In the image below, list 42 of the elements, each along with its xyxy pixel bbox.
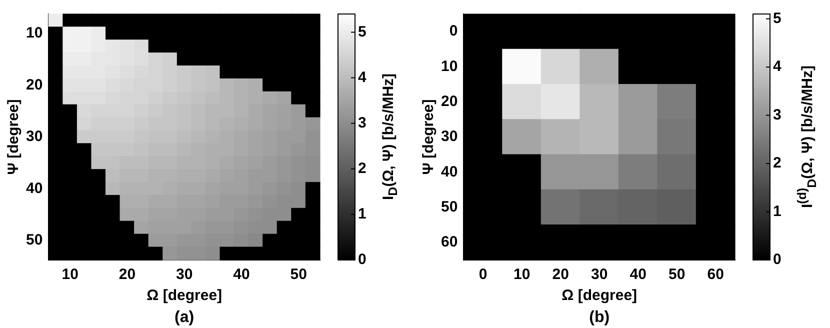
x-tick-label: 50: [290, 266, 307, 284]
y-tick-label: 50: [440, 198, 458, 216]
x-tick-label: 10: [513, 266, 530, 284]
color-bar-label: 1: [358, 206, 366, 223]
y-tick-label: 30: [26, 128, 43, 146]
text: (b): [589, 309, 610, 326]
y-tick-label: 20: [440, 93, 458, 110]
x-tick-label: 30: [591, 266, 608, 284]
color-bar-label: 2: [358, 160, 366, 178]
x-tick-label: 40: [233, 266, 250, 284]
x-tick-label: 20: [552, 266, 569, 284]
color-bar-label: 3: [358, 114, 366, 132]
y-tick-label: 20: [26, 76, 43, 94]
x-tick-label: 20: [118, 266, 136, 284]
color-bar-label: 4: [773, 58, 782, 76]
color-bar-label: 2: [773, 154, 782, 172]
x-tick-label: 10: [62, 266, 78, 284]
y-axis-title: Ψ [degree]: [420, 99, 438, 175]
x-tick-label: 50: [668, 266, 686, 284]
x-axis-title: Ω [degree]: [146, 287, 222, 304]
y-tick-label: 40: [440, 163, 458, 180]
y-axis-title: Ψ [degree]: [5, 99, 22, 175]
color-bar-label: 0: [773, 251, 782, 268]
x-tick-label: 60: [707, 266, 724, 284]
x-axis-title: Ω [degree]: [562, 287, 638, 304]
text: (a): [174, 309, 194, 326]
y-tick-label: 10: [440, 58, 458, 75]
color-bar-label: 0: [358, 251, 366, 268]
y-tick-label: 10: [26, 24, 43, 42]
y-tick-label: 30: [440, 128, 458, 146]
x-tick-label: 0: [478, 266, 488, 284]
y-tick-label: 0: [449, 22, 458, 40]
y-tick-label: 50: [26, 232, 43, 249]
x-tick-label: 30: [176, 266, 193, 284]
x-tick-label: 40: [630, 266, 646, 284]
y-tick-label: 60: [440, 234, 458, 251]
color-bar-label: 1: [773, 202, 782, 220]
color-bar-label: 5: [358, 23, 366, 40]
color-bar-label: 5: [773, 10, 782, 27]
color-bar-label: 4: [358, 68, 367, 86]
y-tick-label: 40: [26, 180, 43, 197]
color-bar-label: 3: [773, 106, 782, 124]
